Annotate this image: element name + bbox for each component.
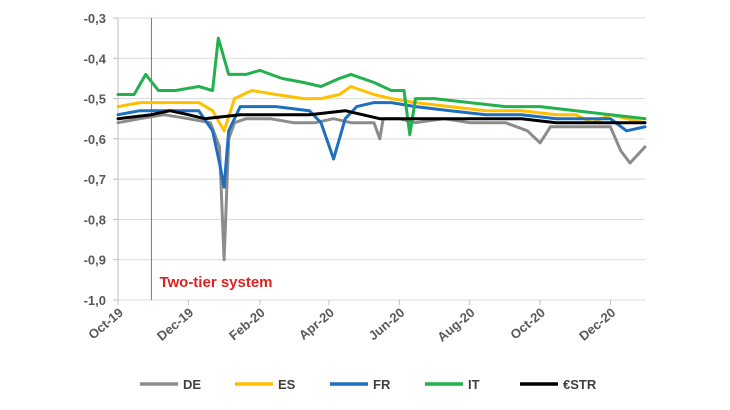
grid-layer bbox=[118, 17, 645, 301]
y-tick-label: -0,6 bbox=[84, 132, 106, 147]
legend-label-str: €STR bbox=[563, 377, 597, 392]
x-tick-label: Aug-20 bbox=[434, 305, 477, 345]
annotation-layer: Two-tier system bbox=[150, 18, 273, 300]
y-tick-label: -1,0 bbox=[84, 293, 106, 308]
series-line-it bbox=[116, 36, 647, 137]
series-line-fr bbox=[116, 101, 647, 189]
x-tick-label: Jun-20 bbox=[366, 305, 408, 343]
x-tick-labels: Oct-19 Dec-19 Feb-20 Apr-20 Jun-20 Aug-20 Oct-… bbox=[85, 305, 618, 345]
legend-label-it: IT bbox=[468, 377, 480, 392]
legend-label-fr: FR bbox=[373, 377, 391, 392]
x-tick-label: Oct-19 bbox=[85, 305, 126, 343]
legend: DE ES FR IT €STR bbox=[140, 377, 597, 392]
y-tick-labels: -0,3 -0,4 -0,5 -0,6 -0,7 -0,8 -0,9 -1,0 bbox=[84, 11, 107, 308]
legend-label-de: DE bbox=[183, 377, 201, 392]
series-line-de bbox=[116, 113, 647, 262]
y-tick-label: -0,5 bbox=[84, 92, 106, 107]
x-tick-label: Dec-20 bbox=[576, 305, 618, 344]
x-tick-label: Apr-20 bbox=[296, 305, 337, 343]
y-tick-label: -0,9 bbox=[84, 253, 106, 268]
y-tick-label: -0,8 bbox=[84, 212, 106, 227]
two-tier-annotation: Two-tier system bbox=[159, 274, 272, 291]
series-line-es bbox=[116, 85, 647, 133]
y-tick-label: -0,7 bbox=[84, 172, 106, 187]
y-tick-label: -0,3 bbox=[84, 11, 106, 26]
y-tick-label: -0,4 bbox=[84, 51, 107, 66]
series-layer bbox=[116, 36, 647, 262]
x-tick-label: Feb-20 bbox=[226, 305, 268, 343]
x-tick-label: Oct-20 bbox=[507, 305, 548, 343]
legend-label-es: ES bbox=[278, 377, 296, 392]
x-tick-label: Dec-19 bbox=[154, 305, 196, 344]
series-line-str bbox=[116, 109, 647, 125]
axis-layer bbox=[113, 17, 611, 305]
